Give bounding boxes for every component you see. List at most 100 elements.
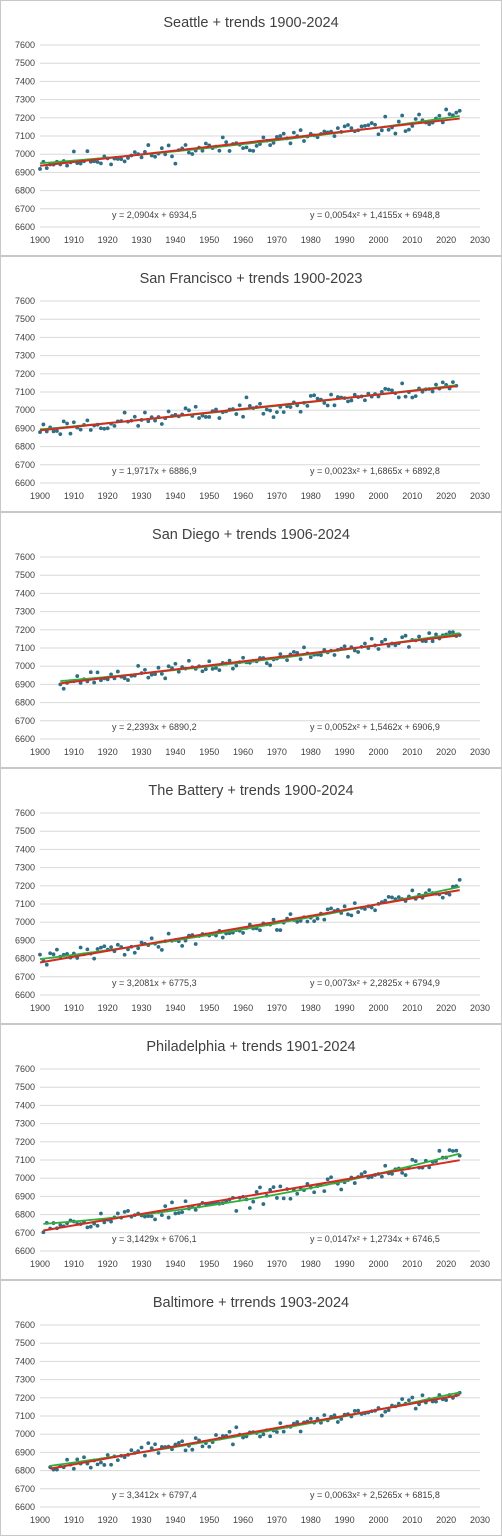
- data-point: [227, 149, 232, 153]
- data-point: [329, 392, 333, 397]
- data-point: [132, 414, 137, 419]
- data-point: [115, 1458, 120, 1463]
- x-tick-label: 1970: [267, 1515, 287, 1525]
- x-tick-label: 1990: [335, 1515, 355, 1525]
- data-point: [308, 1416, 313, 1421]
- data-point: [214, 407, 218, 412]
- data-point: [329, 1175, 333, 1180]
- data-point: [173, 661, 178, 666]
- x-tick-label: 1910: [64, 1003, 84, 1013]
- data-point: [173, 161, 178, 166]
- data-point: [264, 661, 269, 666]
- data-point: [393, 643, 398, 648]
- y-tick-label: 7500: [15, 1082, 35, 1092]
- x-tick-label: 1960: [233, 747, 253, 757]
- x-tick-label: 1950: [199, 1259, 219, 1269]
- y-tick-label: 6700: [15, 972, 35, 982]
- x-tick-label: 1900: [30, 235, 50, 245]
- data-point: [180, 1210, 185, 1215]
- data-point: [38, 952, 42, 957]
- linear-trend-equation: y = 1,9717x + 6886,9: [112, 466, 197, 476]
- data-point: [122, 410, 127, 415]
- y-tick-label: 7000: [15, 405, 35, 415]
- data-point: [278, 1421, 283, 1426]
- x-tick-label: 1900: [30, 1259, 50, 1269]
- x-tick-label: 1990: [335, 491, 355, 501]
- x-tick-label: 1970: [267, 1003, 287, 1013]
- data-point: [224, 140, 229, 145]
- data-point: [413, 117, 418, 121]
- data-point: [99, 1211, 103, 1216]
- x-tick-label: 2020: [436, 747, 456, 757]
- data-point: [146, 143, 151, 147]
- y-tick-label: 6900: [15, 423, 35, 433]
- data-point: [281, 1196, 286, 1201]
- chart-title: The Battery + trends 1900-2024: [148, 783, 353, 799]
- data-point: [153, 1217, 157, 1222]
- data-point: [261, 135, 266, 140]
- chart-title: Baltimore + trrends 1903-2024: [153, 1295, 349, 1311]
- y-tick-label: 7100: [15, 1155, 35, 1165]
- data-point: [139, 1445, 144, 1450]
- data-point: [88, 1465, 93, 1470]
- x-tick-label: 2010: [402, 747, 422, 757]
- data-point: [437, 1148, 442, 1153]
- data-point: [85, 1225, 90, 1230]
- data-point: [363, 398, 367, 403]
- data-point: [386, 1408, 391, 1413]
- data-point: [342, 904, 347, 909]
- x-tick-label: 1930: [132, 235, 152, 245]
- y-tick-label: 6800: [15, 1210, 35, 1220]
- data-point: [400, 113, 405, 118]
- data-point: [410, 395, 415, 400]
- x-tick-label: 1940: [165, 1515, 185, 1525]
- data-point: [261, 411, 266, 416]
- data-point: [207, 659, 212, 664]
- data-point: [258, 1434, 262, 1439]
- y-tick-label: 7200: [15, 369, 35, 379]
- x-tick-label: 1990: [335, 747, 355, 757]
- y-tick-label: 7000: [15, 917, 35, 927]
- data-point: [146, 1441, 151, 1446]
- data-point: [95, 670, 100, 675]
- data-point: [58, 1223, 63, 1228]
- data-point: [335, 126, 340, 131]
- data-point: [122, 676, 127, 681]
- x-tick-label: 1900: [30, 1003, 50, 1013]
- y-tick-label: 7200: [15, 1393, 35, 1403]
- y-tick-label: 7400: [15, 1356, 35, 1366]
- data-point: [454, 110, 459, 115]
- data-point: [55, 1467, 59, 1472]
- x-tick-label: 1950: [199, 491, 219, 501]
- y-tick-label: 6600: [15, 222, 35, 232]
- data-point: [115, 1211, 120, 1216]
- data-point: [183, 1448, 188, 1453]
- data-point: [88, 428, 93, 432]
- x-tick-label: 2020: [436, 491, 456, 501]
- linear-trendline: [43, 1159, 460, 1232]
- data-point: [407, 1398, 411, 1403]
- y-tick-label: 6700: [15, 1228, 35, 1238]
- data-point: [363, 123, 367, 128]
- data-point: [410, 1157, 415, 1162]
- data-point: [403, 633, 408, 638]
- data-point: [51, 952, 56, 957]
- data-point: [166, 143, 171, 148]
- y-tick-label: 7100: [15, 643, 35, 653]
- data-point: [163, 152, 168, 157]
- y-tick-label: 7000: [15, 661, 35, 671]
- y-tick-label: 7300: [15, 607, 35, 617]
- data-point: [102, 1220, 107, 1225]
- y-tick-label: 7500: [15, 826, 35, 836]
- data-point: [193, 404, 198, 409]
- data-point: [369, 121, 374, 125]
- x-tick-label: 2030: [470, 1003, 490, 1013]
- data-point: [241, 146, 245, 151]
- data-point: [332, 403, 337, 408]
- data-point: [268, 143, 273, 148]
- data-point: [434, 382, 438, 387]
- data-point: [234, 1425, 239, 1430]
- data-point: [247, 1206, 252, 1210]
- data-point: [187, 658, 191, 663]
- data-point: [352, 1408, 357, 1413]
